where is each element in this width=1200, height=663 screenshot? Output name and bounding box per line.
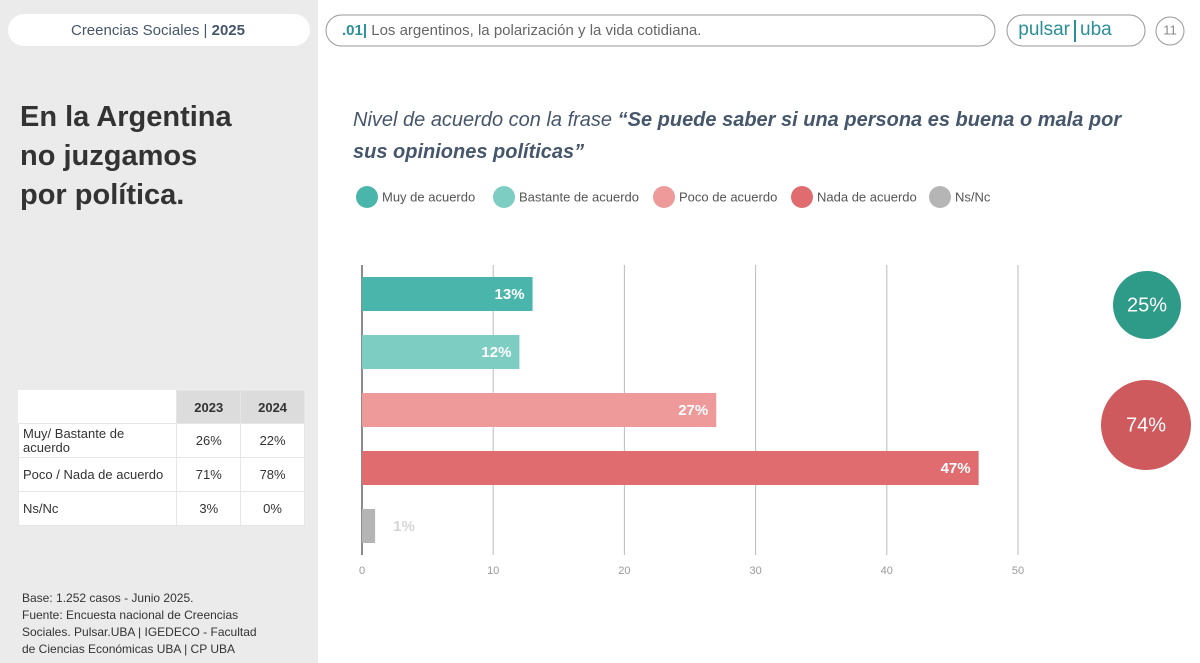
cell: 0% — [240, 491, 305, 526]
legend-label: Muy de acuerdo — [382, 189, 475, 204]
footnote-line: Sociales. Pulsar.UBA | IGEDECO - Faculta… — [22, 625, 257, 639]
value-label: 1% — [393, 518, 415, 535]
year: 2025 — [212, 22, 245, 39]
bar — [362, 393, 717, 427]
x-tick-label: 50 — [1012, 565, 1024, 577]
column-header: 2024 — [240, 390, 305, 424]
chapter-title: Los argentinos, la polarización y la vid… — [371, 22, 701, 39]
value-label: 13% — [495, 286, 525, 303]
cell: 71% — [176, 457, 242, 492]
legend-swatch — [493, 186, 515, 208]
bar — [362, 451, 979, 485]
table-row: Muy/ Bastante de acuerdo 26% 22% — [17, 423, 305, 458]
table-row: Ns/Nc 3% 0% — [17, 491, 305, 526]
table-row: Poco / Nada de acuerdo 71% 78% — [17, 457, 305, 492]
row-label: Muy/ Bastante de acuerdo — [17, 423, 178, 458]
x-tick-label: 40 — [881, 565, 893, 577]
summary-circle — [1113, 271, 1181, 339]
logo-right: uba — [1080, 19, 1112, 40]
footnote-line: Base: 1.252 casos - Junio 2025. — [22, 591, 194, 605]
legend-swatch — [929, 186, 951, 208]
legend-label: Nada de acuerdo — [817, 189, 917, 204]
title-quote: “Se puede saber si una persona es buena … — [353, 109, 1122, 163]
cell: 3% — [176, 491, 242, 526]
headline-line: por política. — [20, 179, 185, 211]
cell: 26% — [176, 423, 242, 458]
row-label: Poco / Nada de acuerdo — [17, 457, 178, 492]
value-label: 12% — [481, 344, 511, 361]
footnote: Base: 1.252 casos - Junio 2025. Fuente: … — [22, 590, 257, 658]
corner — [18, 390, 177, 424]
footnote-line: Fuente: Encuesta nacional de Creencias — [22, 608, 239, 622]
row-label: Ns/Nc — [17, 491, 178, 526]
headline: En la Argentina no juzgamos por política… — [20, 98, 232, 215]
summary-label: 25% — [1127, 294, 1167, 316]
section: Creencias Sociales | — [71, 22, 207, 39]
legend-swatch — [356, 186, 378, 208]
legend-label: Bastante de acuerdo — [519, 189, 639, 204]
bar — [362, 277, 533, 311]
legend-label: Ns/Nc — [955, 189, 991, 204]
bar — [362, 335, 520, 369]
x-tick-label: 20 — [618, 565, 630, 577]
cell: 78% — [240, 457, 305, 492]
column-header: 2023 — [176, 390, 242, 424]
headline-line: En la Argentina — [20, 101, 232, 133]
section-label: Creencias Sociales | 2025 — [71, 22, 245, 39]
x-tick-label: 0 — [359, 565, 365, 577]
chapter-pill — [325, 14, 996, 47]
value-label: 47% — [941, 460, 971, 477]
footnote-line: de Ciencias Económicas UBA | CP UBA — [22, 642, 235, 656]
section-pill — [8, 14, 310, 46]
page-number: 11 — [1163, 22, 1177, 37]
bar — [362, 509, 376, 543]
logo-left: pulsar — [1018, 19, 1070, 40]
legend-swatch — [791, 186, 813, 208]
cell: 22% — [240, 423, 305, 458]
legend-swatch — [653, 186, 675, 208]
x-tick-label: 30 — [749, 565, 761, 577]
headline-line: no juzgamos — [20, 140, 198, 172]
table-header: 2023 2024 — [18, 390, 305, 424]
chapter-label: .01| Los argentinos, la polarización y l… — [342, 22, 701, 39]
x-tick-label: 10 — [487, 565, 499, 577]
summary-circle — [1101, 380, 1191, 470]
side-panel — [0, 0, 318, 663]
page-circle — [1155, 16, 1185, 46]
chapter-number: .01| — [342, 22, 367, 39]
summary-label: 74% — [1126, 414, 1166, 436]
table: 2023 2024 Muy/ Bastante de acuerdo 26% 22% … — [17, 390, 305, 526]
chart-title: Nivel de acuerdo con la frase “Se puede … — [353, 104, 1133, 168]
title: Nivel de acuerdo con la frase — [353, 109, 613, 131]
value-label: 27% — [678, 402, 708, 419]
legend-label: Poco de acuerdo — [679, 189, 777, 204]
